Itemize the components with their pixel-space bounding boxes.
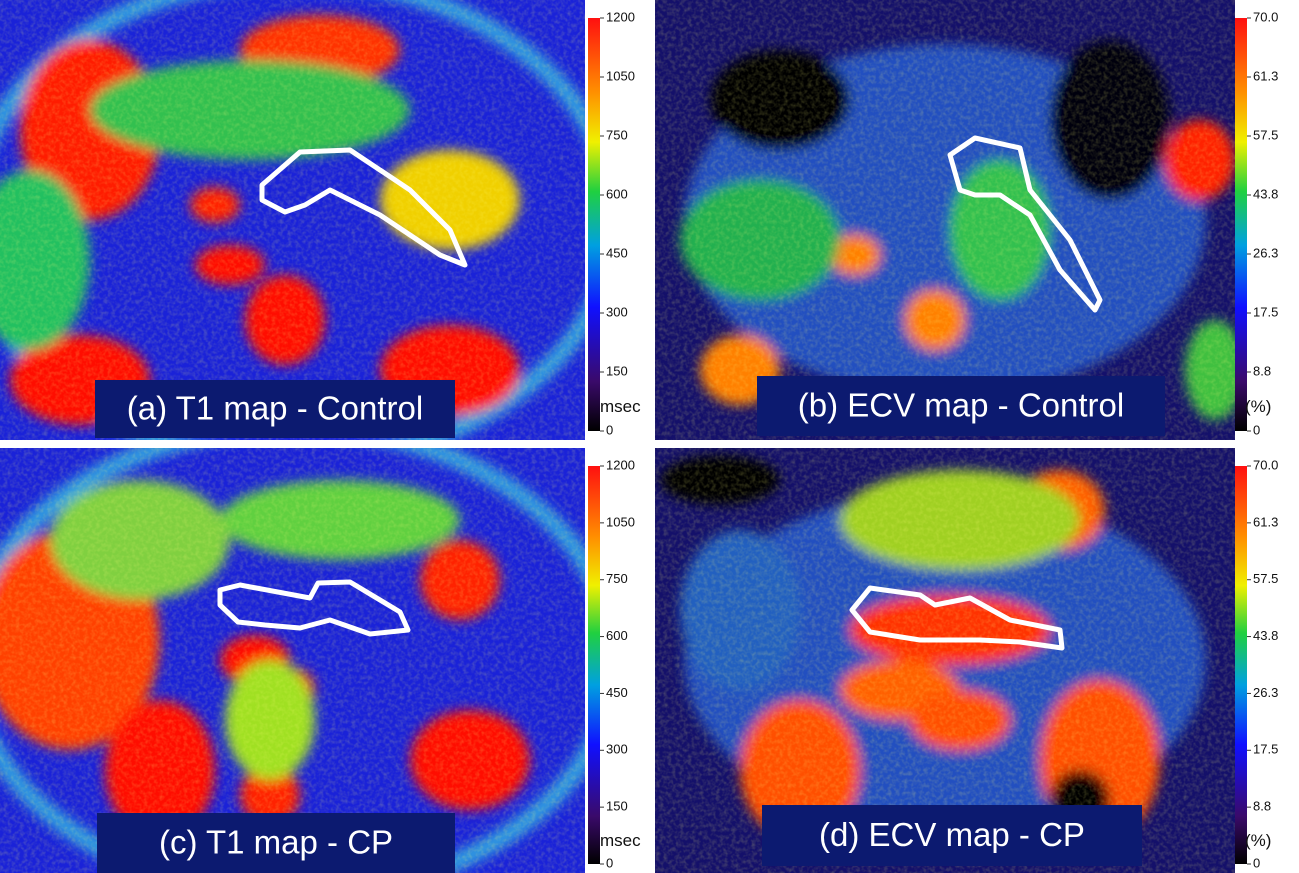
colorbar-tick-label: 300 [606,304,628,319]
texture [0,448,585,873]
colorbar [588,18,600,431]
colorbar-tick-label: 43.8 [1253,628,1278,643]
map-image [655,0,1245,440]
colorbar-tick-label: 150 [606,363,628,378]
image-panel: (d) ECV map - CP 70.0 61.3 57.5 43.8 26.3 17.5… [655,448,1278,873]
colorbar-tick-label: 57.5 [1253,127,1278,142]
colorbar-tick-label: 8.8 [1253,363,1271,378]
colorbar-tick-label: 17.5 [1253,742,1278,757]
panel-label: (a) T1 map - Control [127,390,423,427]
colorbar-tick-label: 0 [1253,855,1260,870]
colorbar-tick-label: 61.3 [1253,514,1278,529]
colorbar [1235,18,1247,431]
texture [655,0,1235,440]
texture [0,0,585,440]
colorbar-tick-label: 43.8 [1253,186,1278,201]
colorbar-tick-label: 750 [606,571,628,586]
colorbar-tick-label: 70.0 [1253,9,1278,24]
colorbar-unit: (%) [1245,397,1271,416]
colorbar-tick-label: 0 [1253,422,1260,437]
colorbar-tick-label: 26.3 [1253,685,1278,700]
image-panel: (b) ECV map - Control 70.0 61.3 57.5 43.8 26.… [655,0,1278,440]
panel-label: (b) ECV map - Control [798,387,1124,424]
colorbar-tick-label: 1200 [606,9,635,24]
panel-label: (d) ECV map - CP [819,816,1085,853]
colorbar-tick-label: 600 [606,186,628,201]
page: {"panels": [ {"label": "(a) T1 map - Con… [0,0,1299,873]
colorbar-unit: msec [600,831,641,850]
colorbar-unit: msec [600,397,641,416]
colorbar-tick-label: 450 [606,245,628,260]
colorbar-tick-label: 0 [606,855,613,870]
image-panel: (c) T1 map - CP 1200 1050 750 600 450 300 150 0 m… [0,427,641,873]
colorbar [588,466,600,864]
colorbar [1235,466,1247,864]
colorbar-tick-label: 150 [606,799,628,814]
colorbar-tick-label: 1050 [606,514,635,529]
colorbar-tick-label: 450 [606,685,628,700]
figure: (a) T1 map - Control 1200 1050 750 600 450 300… [0,0,1299,873]
colorbar-tick-label: 0 [606,422,613,437]
colorbar-unit: (%) [1245,831,1271,850]
image-panel: (a) T1 map - Control 1200 1050 750 600 450 300… [0,0,641,462]
colorbar-tick-label: 57.5 [1253,571,1278,586]
colorbar-tick-label: 1050 [606,68,635,83]
colorbar-tick-label: 26.3 [1253,245,1278,260]
colorbar-tick-label: 70.0 [1253,457,1278,472]
colorbar-tick-label: 750 [606,127,628,142]
colorbar-tick-label: 61.3 [1253,68,1278,83]
colorbar-tick-label: 1200 [606,457,635,472]
colorbar-tick-label: 300 [606,742,628,757]
colorbar-tick-label: 8.8 [1253,799,1271,814]
panel-label: (c) T1 map - CP [159,824,393,861]
colorbar-tick-label: 600 [606,628,628,643]
map-image [0,427,614,873]
colorbar-tick-label: 17.5 [1253,304,1278,319]
